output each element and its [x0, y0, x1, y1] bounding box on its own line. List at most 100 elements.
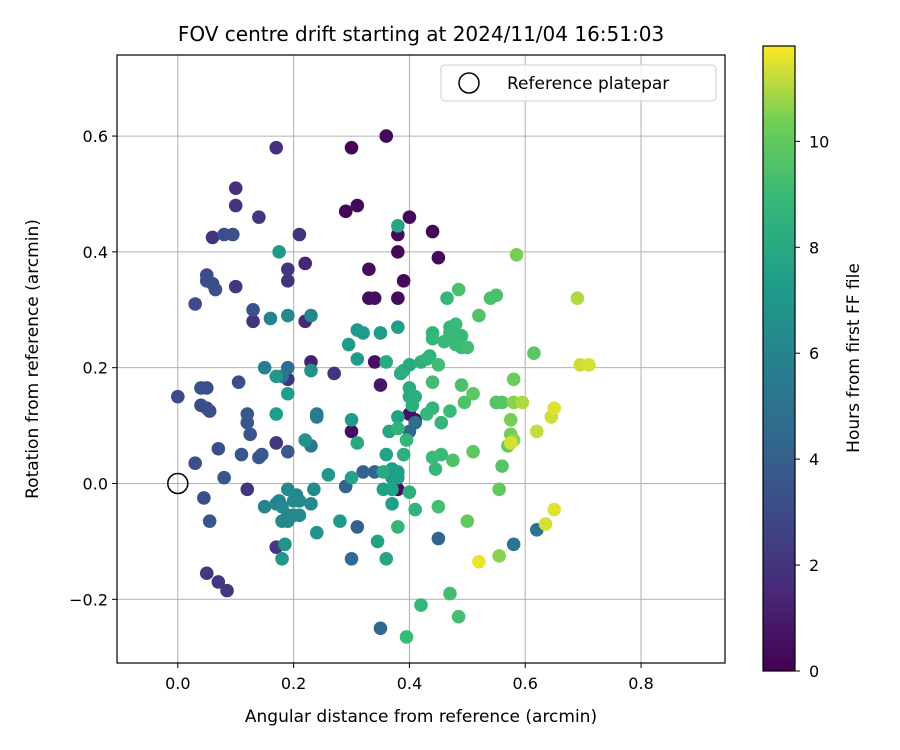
x-tick-label: 0.0 — [165, 674, 190, 693]
reference-marker-group — [167, 472, 189, 495]
scatter-point — [419, 407, 434, 421]
legend-marker-circle — [458, 72, 480, 94]
scatter-point — [243, 427, 257, 442]
scatter-point — [344, 470, 359, 485]
scatter-point — [454, 378, 469, 392]
scatter-point — [362, 262, 376, 277]
scatter-point — [443, 586, 457, 601]
scatter-point — [492, 549, 506, 563]
scatter-point — [298, 433, 312, 447]
scatter-point — [472, 308, 486, 323]
x-tick-label: 0.8 — [628, 674, 653, 693]
scatter-point — [460, 514, 475, 528]
y-tick-label: 0.2 — [83, 359, 108, 378]
scatter-point — [451, 282, 466, 297]
scatter-point — [492, 482, 506, 497]
scatter-point — [211, 575, 226, 589]
scatter-point — [451, 609, 466, 624]
scatter-point — [431, 531, 446, 546]
scatter-point — [188, 456, 202, 471]
scatter-point — [431, 499, 446, 514]
scatter-point — [408, 502, 423, 517]
scatter-point — [495, 395, 509, 410]
colorbar-tick-label: 8 — [809, 238, 819, 257]
scatter-point — [466, 444, 480, 459]
scatter-point — [344, 140, 359, 155]
scatter-point — [211, 441, 226, 456]
scatter-point — [489, 288, 504, 303]
scatter-point — [228, 279, 243, 294]
scatter-point — [448, 337, 463, 352]
x-tick-label: 0.6 — [513, 674, 538, 693]
scatter-point — [202, 514, 217, 528]
scatter-point — [344, 413, 359, 427]
scatter-point — [503, 436, 518, 450]
scatter-point — [379, 129, 394, 143]
scatter-point — [307, 482, 321, 497]
scatter-point — [538, 517, 553, 531]
scatter-point — [391, 410, 405, 424]
scatter-point — [440, 291, 454, 306]
scatter-point — [385, 482, 399, 497]
scatter-point — [367, 291, 382, 306]
reference-platepar-marker — [167, 472, 189, 495]
scatter-point — [434, 415, 449, 430]
scatter-point — [457, 395, 472, 410]
scatter-point — [434, 447, 449, 462]
scatter-point — [234, 447, 249, 462]
scatter-point — [228, 198, 243, 213]
scatter-point — [327, 366, 341, 381]
scatter-point — [379, 447, 394, 462]
y-axis-ticks: −0.2 0.0 0.2 0.4 0.6 — [69, 127, 117, 609]
scatter-point — [448, 317, 463, 332]
scatter-point — [370, 534, 385, 549]
x-tick-label: 0.4 — [397, 674, 422, 693]
scatter-point — [396, 447, 411, 462]
scatter-point — [208, 282, 223, 297]
scatter-point — [281, 386, 295, 401]
scatter-point — [466, 386, 480, 401]
scatter-point — [582, 357, 596, 372]
scatter-point — [254, 447, 269, 462]
scatter-point — [399, 433, 414, 447]
colorbar-tick-label: 6 — [809, 344, 819, 363]
scatter-point — [257, 499, 272, 514]
colorbar: 0 2 4 6 8 10 Hours from first FF file — [762, 45, 864, 681]
scatter-point — [391, 520, 405, 534]
y-tick-label: −0.2 — [69, 590, 108, 609]
scatter-point — [269, 407, 284, 421]
scatter-point — [373, 621, 388, 636]
scatter-point — [402, 485, 417, 499]
scatter-point — [269, 369, 284, 384]
scatter-point — [281, 444, 295, 459]
scatter-point — [309, 525, 324, 540]
plot-frame — [116, 54, 726, 664]
scatter-point — [333, 514, 347, 528]
scatter-point — [408, 389, 423, 404]
scatter-point — [379, 551, 394, 566]
colorbar-label: Hours from first FF file — [844, 263, 864, 453]
scatter-point — [570, 291, 585, 306]
scatter-point — [367, 355, 382, 369]
scatter-point — [292, 227, 307, 242]
scatter-point — [269, 436, 284, 450]
scatter-point — [356, 465, 370, 479]
chart-title: FOV centre drift starting at 2024/11/04 … — [178, 22, 664, 46]
scatter-point — [344, 424, 359, 439]
scatter-point — [446, 453, 460, 468]
scatter-point — [460, 340, 475, 355]
scatter-point — [281, 262, 295, 277]
colorbar-tick-label: 0 — [809, 662, 819, 681]
scatter-point — [246, 314, 260, 329]
scatter-point — [205, 230, 220, 245]
scatter-point — [547, 502, 561, 517]
scatter-point — [527, 346, 541, 361]
scatter-point — [278, 537, 292, 552]
scatter-point — [228, 181, 243, 195]
scatter-point — [246, 302, 260, 317]
y-axis-label: Rotation from reference (arcmin) — [23, 219, 43, 499]
scatter-point — [506, 537, 521, 552]
legend-label: Reference platepar — [507, 74, 669, 94]
scatter-point — [379, 355, 394, 369]
